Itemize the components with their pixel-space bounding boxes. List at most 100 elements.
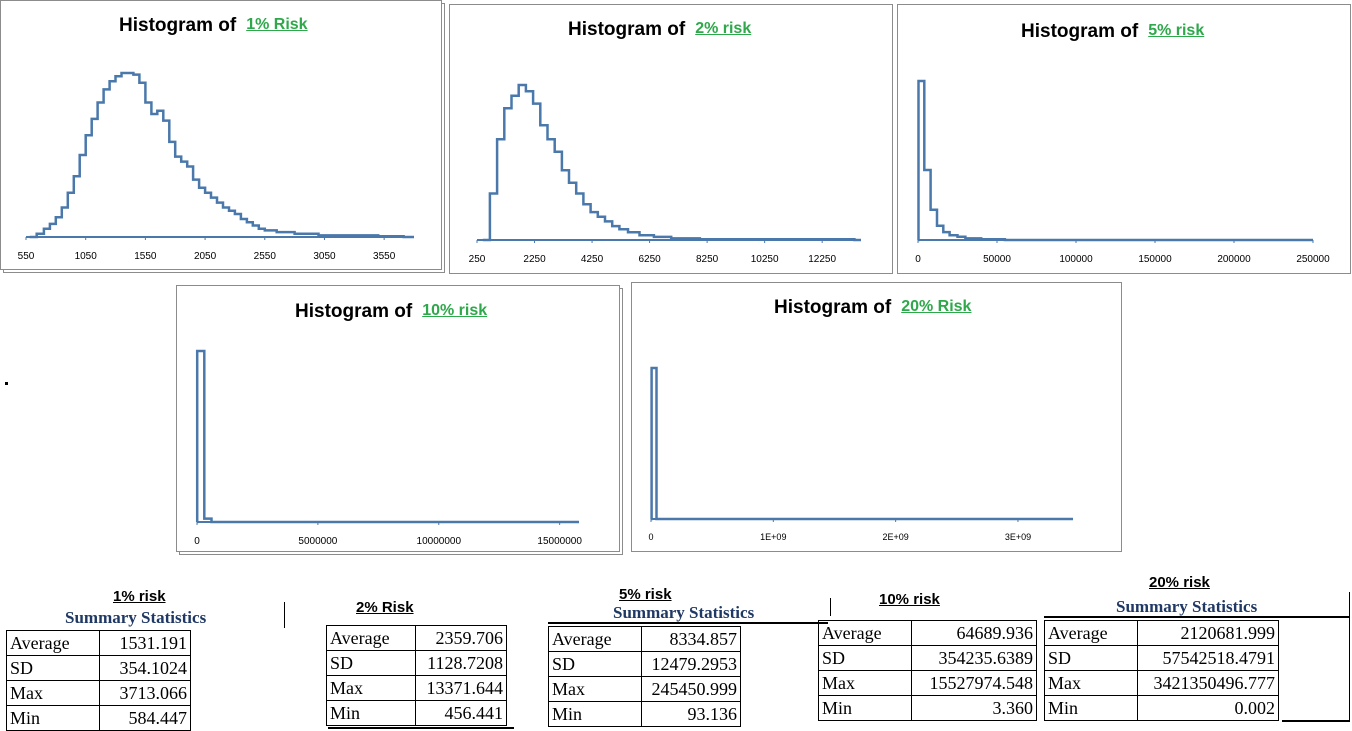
x-tick-label: 550 xyxy=(18,251,35,262)
histogram-10pct: 0 5000000 10000000 15000000 xyxy=(194,349,582,547)
chart-title: Histogram of 5% risk xyxy=(1021,21,1204,43)
chart-title-prefix: Histogram of xyxy=(1021,21,1139,42)
stat-label: Average xyxy=(326,625,416,651)
stat-label: SD xyxy=(818,645,912,671)
stats-row-sd: SD 354.1024 xyxy=(6,655,191,681)
histogram-5pct: 0 50000 100000 150000 200000 250000 xyxy=(915,79,1330,265)
x-tick-label: 1550 xyxy=(134,251,157,262)
histogram-outline xyxy=(195,349,579,524)
x-tick-label: 3550 xyxy=(373,251,396,262)
stat-value: 3713.066 xyxy=(99,680,191,706)
x-tick-label: 0 xyxy=(648,532,653,542)
divider xyxy=(284,602,285,628)
x-tick-label: 4250 xyxy=(581,254,604,265)
stray-dot xyxy=(5,382,8,385)
x-tick-label: 250000 xyxy=(1296,254,1330,265)
stats-row-min: Min 456.441 xyxy=(326,700,507,726)
stats-row-average: Average 2359.706 xyxy=(326,625,507,651)
x-tick-label: 250 xyxy=(469,254,486,265)
stats-heading-1pct: 1% risk xyxy=(113,588,166,605)
stat-label: Average xyxy=(818,620,912,646)
chart-title-risk: 5% risk xyxy=(1148,22,1205,39)
stat-label: Average xyxy=(6,630,100,656)
stat-label: SD xyxy=(326,650,416,676)
histogram-2pct: 250 2250 4250 6250 8250 10250 12250 xyxy=(469,83,861,265)
stats-row-sd: SD 12479.2953 xyxy=(548,651,741,677)
stat-value: 245450.999 xyxy=(641,676,741,702)
x-tick-label: 1E+09 xyxy=(760,532,786,542)
stat-label: Average xyxy=(548,626,642,652)
table-underline xyxy=(328,727,514,729)
stats-heading-5pct: 5% risk xyxy=(619,586,672,603)
stats-row-max: Max 15527974.548 xyxy=(818,670,1037,696)
stat-value: 64689.936 xyxy=(911,620,1037,646)
chart-title-risk: 1% Risk xyxy=(246,16,308,33)
stat-value: 15527974.548 xyxy=(911,670,1037,696)
stats-table-1pct: Average 1531.191 SD 354.1024 Max 3713.066 M… xyxy=(6,630,191,731)
stats-heading-10pct: 10% risk xyxy=(879,591,940,608)
histogram-20pct: 0 1E+09 2E+09 3E+09 xyxy=(648,366,1073,542)
x-tick-label: 2250 xyxy=(523,254,546,265)
chart-title-prefix: Histogram of xyxy=(774,297,892,318)
stat-value: 456.441 xyxy=(415,700,507,726)
stat-label: SD xyxy=(548,651,642,677)
x-tick-label: 50000 xyxy=(983,254,1011,265)
stats-row-max: Max 3421350496.777 xyxy=(1044,670,1279,696)
stat-value: 354235.6389 xyxy=(911,645,1037,671)
stat-value: 3.360 xyxy=(911,695,1037,721)
x-tick-label: 8250 xyxy=(696,254,719,265)
stats-row-max: Max 245450.999 xyxy=(548,676,741,702)
stat-value: 1128.7208 xyxy=(415,650,507,676)
stat-value: 2120681.999 xyxy=(1137,620,1279,646)
x-tick-label: 3050 xyxy=(313,251,336,262)
chart-title: Histogram of 1% Risk xyxy=(119,15,308,37)
histogram-outline xyxy=(917,79,1313,242)
histogram-outline xyxy=(482,83,861,242)
x-tick-label: 1050 xyxy=(75,251,98,262)
stats-row-min: Min 93.136 xyxy=(548,701,741,727)
histogram-outline xyxy=(29,71,414,239)
histogram-panel-20pct: Histogram of 20% Risk 0 1E+09 2E+09 3E+09 xyxy=(631,282,1122,552)
stats-row-max: Max 13371.644 xyxy=(326,675,507,701)
stat-label: Min xyxy=(818,695,912,721)
stat-label: Max xyxy=(1044,670,1138,696)
stats-row-average: Average 2120681.999 xyxy=(1044,620,1279,646)
chart-title: Histogram of 10% risk xyxy=(295,301,487,323)
stat-value: 0.002 xyxy=(1137,695,1279,721)
stats-row-average: Average 1531.191 xyxy=(6,630,191,656)
x-tick-label: 10000000 xyxy=(417,536,462,547)
stat-label: Min xyxy=(326,700,416,726)
x-tick-label: 10250 xyxy=(751,254,779,265)
stat-value: 13371.644 xyxy=(415,675,507,701)
histogram-1pct: 550 1050 1550 2050 2550 3050 3550 xyxy=(18,71,414,262)
chart-title-risk: 2% risk xyxy=(695,20,752,37)
stat-value: 8334.857 xyxy=(641,626,741,652)
stat-label: Max xyxy=(326,675,416,701)
stats-subheading-20pct: Summary Statistics xyxy=(1116,597,1258,616)
stat-value: 584.447 xyxy=(99,705,191,731)
stat-label: Min xyxy=(548,701,642,727)
x-tick-label: 100000 xyxy=(1059,254,1093,265)
stats-heading-20pct: 20% risk xyxy=(1149,574,1210,591)
x-tick-label: 0 xyxy=(194,536,200,547)
chart-title: Histogram of 20% Risk xyxy=(774,297,971,319)
histogram-panel-1pct: Histogram of 1% Risk 550 1050 1550 2050 2550 3… xyxy=(0,0,442,270)
x-tick-label: 2E+09 xyxy=(882,532,908,542)
stats-table-5pct: Average 8334.857 SD 12479.2953 Max 245450.9… xyxy=(548,626,741,727)
x-tick-label: 6250 xyxy=(638,254,661,265)
stat-value: 1531.191 xyxy=(99,630,191,656)
stats-table-10pct: Average 64689.936 SD 354235.6389 Max 155279… xyxy=(818,620,1037,721)
stat-label: Max xyxy=(818,670,912,696)
x-tick-label: 3E+09 xyxy=(1005,532,1031,542)
stats-table-20pct: Average 2120681.999 SD 57542518.4791 Max 34… xyxy=(1044,620,1279,721)
stats-row-max: Max 3713.066 xyxy=(6,680,191,706)
table-underline xyxy=(1282,720,1350,722)
stat-label: Min xyxy=(6,705,100,731)
stats-row-min: Min 0.002 xyxy=(1044,695,1279,721)
divider xyxy=(1349,592,1350,722)
x-tick-label: 5000000 xyxy=(298,536,337,547)
x-tick-label: 12250 xyxy=(808,254,836,265)
chart-title-risk: 20% Risk xyxy=(901,298,972,315)
table-topline xyxy=(1044,616,1350,618)
stats-heading-2pct: 2% Risk xyxy=(356,599,414,616)
